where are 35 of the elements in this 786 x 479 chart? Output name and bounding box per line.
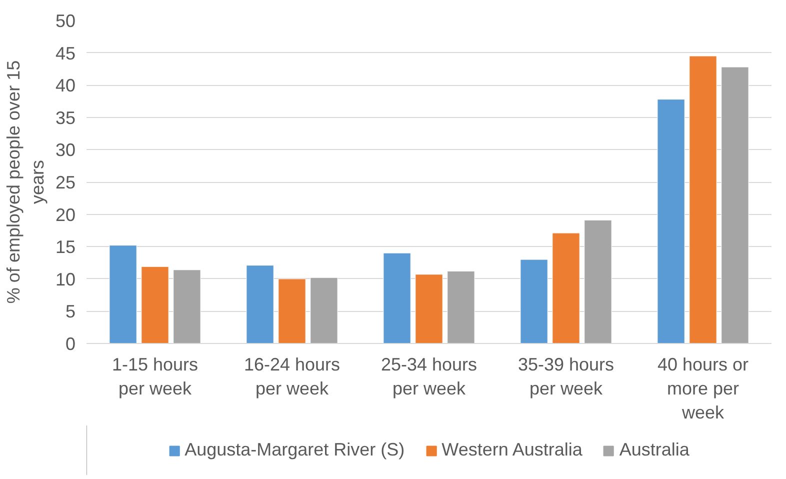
bar (721, 66, 749, 344)
legend-label: Augusta-Margaret River (S) (184, 440, 405, 460)
bar (383, 252, 411, 344)
bar (520, 259, 548, 344)
y-axis-title: % of employed people over 15 years (3, 60, 48, 304)
y-tick-label: 45 (55, 43, 76, 64)
bar (246, 265, 274, 344)
y-tick-label: 5 (65, 302, 76, 322)
y-tick-label: 40 (55, 76, 76, 96)
bar (657, 99, 685, 344)
bar (552, 232, 580, 344)
bar (173, 270, 201, 344)
y-tick-label: 0 (65, 334, 76, 354)
bar (109, 245, 137, 344)
bar (584, 220, 612, 344)
bar (310, 277, 338, 344)
bar (415, 274, 443, 344)
y-tick-label: 10 (55, 269, 76, 290)
bar (141, 266, 169, 344)
bar (689, 56, 717, 344)
bar (447, 270, 475, 344)
y-tick-label: 25 (55, 172, 76, 192)
legend-label: Australia (619, 440, 690, 460)
bar (278, 278, 306, 344)
x-tick-label: 16-24 hours per week (244, 354, 340, 398)
y-tick-label: 50 (55, 11, 76, 31)
x-tick-label: 25-34 hours per week (380, 354, 478, 398)
legend-label: Western Australia (442, 440, 582, 460)
y-tick-label: 35 (55, 108, 76, 128)
x-tick-label: 40 hours or more per week (657, 354, 749, 422)
x-tick-label: 35-39 hours per week (518, 354, 614, 398)
y-tick-label: 15 (55, 237, 76, 258)
x-tick-label: 1-15 hours per week (112, 354, 198, 398)
y-tick-label: 20 (55, 204, 76, 225)
y-tick-label: 30 (55, 140, 76, 160)
